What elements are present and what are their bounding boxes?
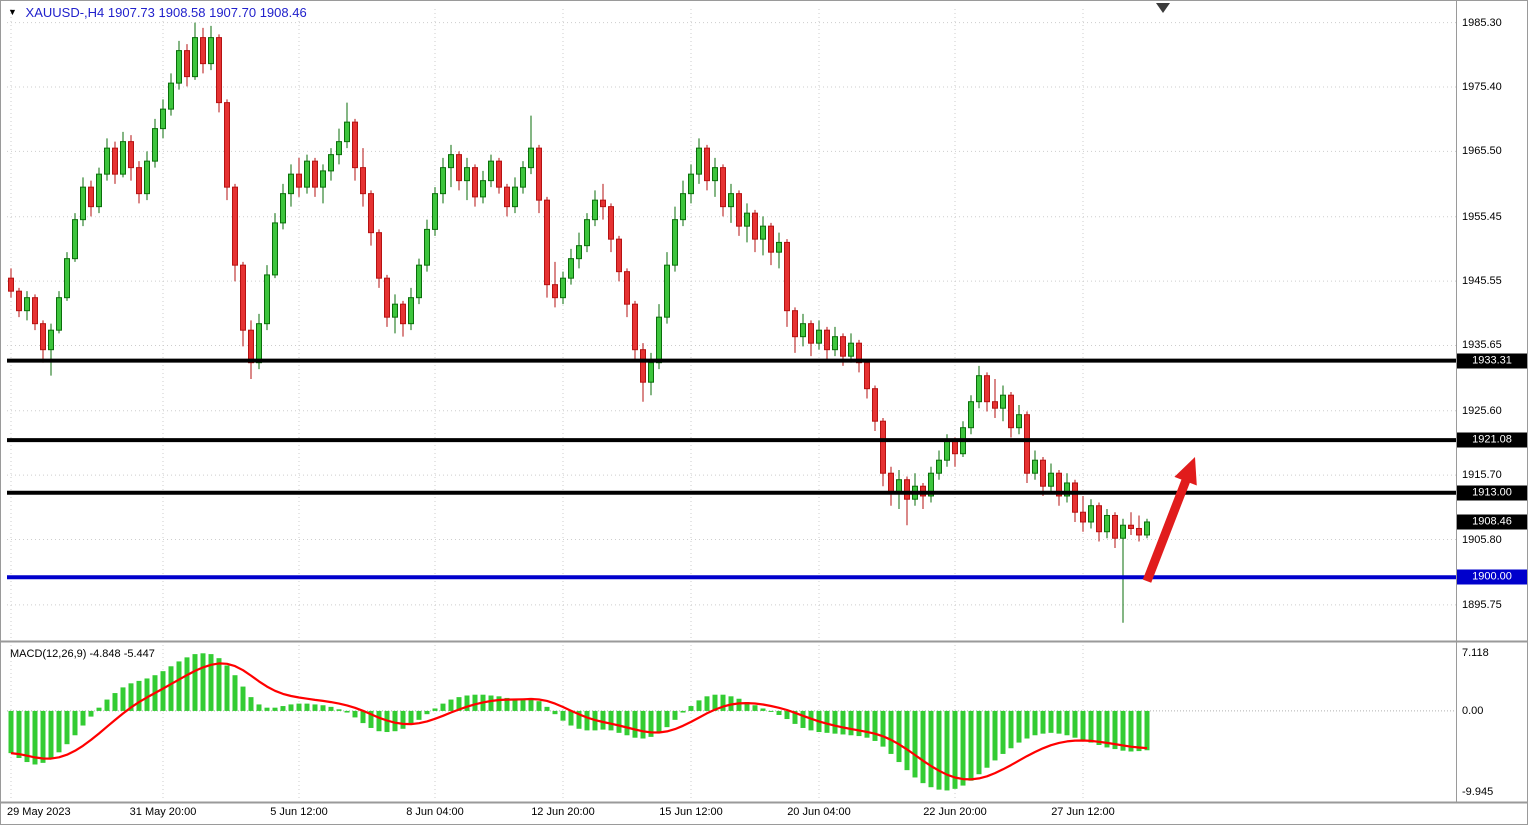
chart-ohlc-header: ▼ XAUUSD-,H4 1907.73 1908.58 1907.70 190… (8, 5, 307, 20)
macd-tick-label: 7.118 (1462, 647, 1489, 660)
pane-separators (1, 1, 1527, 804)
candlesticks (8, 22, 1150, 623)
price-tick-label: 1915.70 (1462, 469, 1502, 482)
price-tick-label: 1965.50 (1462, 145, 1502, 158)
price-tick-label: 1895.75 (1462, 598, 1502, 611)
macd-tick-label: -9.945 (1462, 785, 1494, 798)
time-tick-label[interactable]: 8 Jun 04:00 (406, 806, 464, 818)
horizontal-level-lines (7, 358, 1456, 580)
level-price-label: 1913.00 (1457, 485, 1527, 501)
price-tick-label: 1925.60 (1462, 404, 1502, 417)
price-tick-label: 1985.30 (1462, 16, 1502, 29)
symbol-dropdown-icon[interactable]: ▼ (8, 7, 17, 17)
macd-indicator-label: MACD(12,26,9) -4.848 -5.447 (10, 648, 155, 660)
time-tick-label[interactable]: 12 Jun 20:00 (531, 806, 595, 818)
level-price-label: 1900.00 (1457, 569, 1527, 585)
time-tick-label[interactable]: 20 Jun 04:00 (787, 806, 851, 818)
macd-pane (8, 653, 1150, 791)
price-tick-label: 1975.40 (1462, 81, 1502, 94)
trend-arrow-head (1174, 456, 1197, 486)
trend-arrow-shaft (1142, 475, 1192, 583)
price-tick-label: 1945.55 (1462, 275, 1502, 288)
macd-signal-line (10, 662, 1148, 781)
time-tick-label[interactable]: 5 Jun 12:00 (270, 806, 328, 818)
time-tick-label[interactable]: 27 Jun 12:00 (1051, 806, 1115, 818)
annotations (1142, 3, 1197, 583)
level-price-label: 1933.31 (1457, 353, 1527, 369)
time-tick-label[interactable]: 22 Jun 20:00 (923, 806, 987, 818)
time-tick-label[interactable]: 29 May 2023 (7, 806, 71, 818)
price-tick-label: 1935.65 (1462, 339, 1502, 352)
price-tick-label: 1905.80 (1462, 533, 1502, 546)
macd-tick-label: 0.00 (1462, 704, 1484, 717)
price-tick-label: 1955.45 (1462, 210, 1502, 223)
chart-shift-marker-icon (1156, 3, 1170, 13)
symbol-ohlc-text: XAUUSD-,H4 1907.73 1908.58 1907.70 1908.… (25, 5, 307, 20)
current-price-label: 1908.46 (1457, 514, 1527, 530)
time-tick-label[interactable]: 15 Jun 12:00 (659, 806, 723, 818)
level-price-label: 1921.08 (1457, 432, 1527, 448)
time-tick-label[interactable]: 31 May 20:00 (129, 806, 197, 818)
